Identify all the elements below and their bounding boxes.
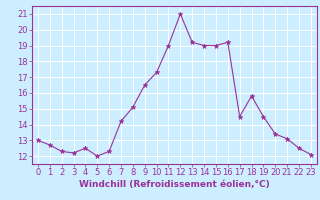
X-axis label: Windchill (Refroidissement éolien,°C): Windchill (Refroidissement éolien,°C)	[79, 180, 270, 189]
